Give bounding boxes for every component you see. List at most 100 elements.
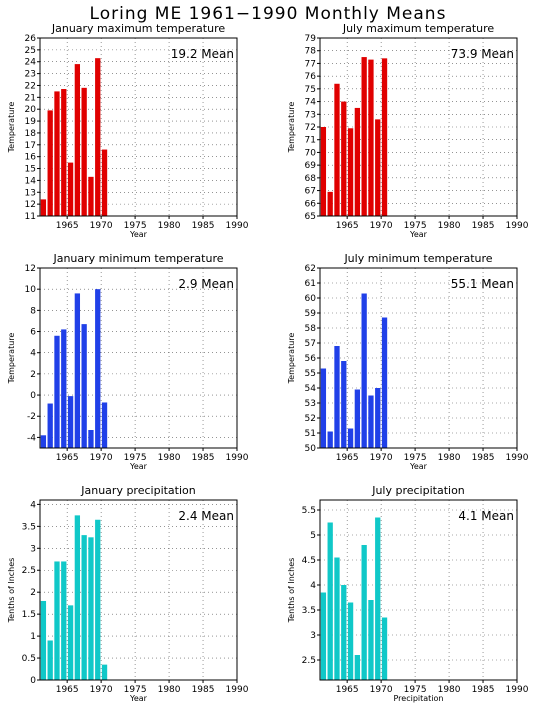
y-tick-label: 16: [25, 153, 37, 163]
y-tick-label: 67: [305, 187, 316, 197]
x-tick-label: 1965: [336, 221, 359, 231]
y-tick-label: 2.5: [22, 566, 36, 576]
y-tick-label: 68: [305, 174, 317, 184]
chart-title: January maximum temperature: [51, 22, 225, 35]
mean-label: 73.9 Mean: [451, 47, 514, 61]
x-tick-label: 1990: [506, 685, 529, 695]
y-tick-label: 0: [30, 391, 36, 401]
y-tick-label: 54: [305, 384, 317, 394]
bar-1962: [47, 403, 53, 448]
x-tick-label: 1975: [124, 221, 147, 231]
x-tick-label: 1970: [90, 453, 113, 463]
y-tick-label: 3: [310, 631, 316, 641]
y-tick-label: 71: [305, 136, 316, 146]
bar-1962: [47, 110, 53, 216]
y-axis-label: Temperature: [287, 333, 296, 385]
y-axis-label: Tenths of Inches: [287, 558, 296, 624]
x-tick-label: 1975: [404, 221, 427, 231]
y-tick-label: 4.5: [302, 556, 316, 566]
x-tick-label: 1980: [158, 685, 181, 695]
x-tick-label: 1985: [192, 221, 215, 231]
y-tick-label: 5: [310, 531, 316, 541]
bar-1963: [334, 83, 340, 217]
bar-1964: [61, 329, 67, 448]
main-title: Loring ME 1961−1990 Monthly Means: [89, 4, 447, 24]
x-axis-label: Year: [129, 462, 148, 471]
y-tick-label: 12: [25, 200, 36, 210]
bar-1962: [47, 640, 53, 680]
bar-1964: [61, 561, 67, 680]
chart-panel-3: -4 -2 0 2 4 6 8 10 12 1965 1970 1975 1980 1985 1990 Jan…: [7, 252, 249, 471]
x-tick-label: 1965: [56, 221, 79, 231]
plot-frame: [319, 499, 518, 681]
bar-1968: [88, 176, 94, 216]
plot-frame: [39, 499, 238, 681]
x-tick-label: 1985: [472, 221, 495, 231]
y-tick-label: 51: [305, 429, 316, 439]
bar-1965: [67, 396, 74, 448]
bar-1966: [354, 389, 361, 448]
x-tick-label: 1985: [192, 685, 215, 695]
bar-1963: [54, 91, 60, 216]
bar-1962: [327, 431, 333, 448]
chart-title: July minimum temperature: [343, 252, 492, 265]
x-tick-label: 1990: [226, 453, 249, 463]
bar-1961: [40, 600, 47, 680]
mean-label: 55.1 Mean: [451, 277, 514, 291]
chart-panel-4: 50 51 52 53 54 55 56 57 58 59 60 61 62 1965 1970 1975 19…: [287, 252, 529, 471]
x-tick-label: 1975: [124, 453, 147, 463]
x-tick-label: 1980: [158, 221, 181, 231]
bar-1965: [347, 128, 354, 216]
plot-frame: [319, 267, 518, 449]
y-tick-label: 5.5: [302, 506, 316, 516]
x-tick-label: 1970: [90, 685, 113, 695]
bar-1970: [381, 58, 388, 216]
x-axis-label: Year: [129, 694, 148, 703]
x-tick-label: 1975: [124, 685, 147, 695]
y-tick-label: 4: [310, 581, 316, 591]
bar-1966: [354, 107, 361, 216]
bar-1961: [320, 592, 327, 680]
y-tick-label: 11: [25, 212, 36, 222]
bar-1970: [381, 617, 388, 680]
y-tick-label: 3: [30, 544, 36, 554]
bar-1969: [95, 519, 101, 680]
x-tick-label: 1980: [438, 685, 461, 695]
y-tick-label: 26: [25, 34, 37, 44]
y-tick-label: 73: [305, 110, 316, 120]
y-tick-label: 0: [30, 676, 36, 686]
y-tick-label: 2.5: [302, 656, 316, 666]
bar-1969: [375, 119, 381, 216]
y-axis-label: Temperature: [7, 102, 16, 154]
bar-1969: [375, 517, 381, 680]
y-tick-label: 12: [25, 264, 36, 274]
y-tick-label: 70: [305, 148, 317, 158]
bar-1970: [101, 149, 108, 216]
bar-1963: [54, 335, 60, 448]
bar-1967: [361, 57, 367, 217]
y-tick-label: -4: [27, 433, 36, 443]
y-tick-label: 69: [305, 161, 317, 171]
bar-1963: [334, 346, 340, 448]
x-tick-label: 1980: [438, 221, 461, 231]
bar-1961: [320, 127, 327, 216]
x-tick-label: 1980: [158, 453, 181, 463]
bar-1970: [101, 402, 108, 448]
x-tick-label: 1990: [226, 685, 249, 695]
chart-panel-2: 65 66 67 68 69 70 71 72 73 74 75 76 77 78 79 1965 1970 19…: [287, 22, 529, 239]
y-tick-label: 2: [30, 588, 36, 598]
y-tick-label: 72: [305, 123, 316, 133]
y-axis-label: Tenths of Inches: [7, 558, 16, 624]
y-tick-label: 4: [30, 500, 36, 510]
y-tick-label: 59: [305, 309, 317, 319]
y-axis-label: Temperature: [7, 333, 16, 385]
x-axis-label: Year: [409, 230, 428, 239]
y-tick-label: 20: [25, 105, 37, 115]
bar-1967: [361, 293, 367, 448]
y-tick-label: 23: [25, 70, 36, 80]
y-tick-label: 2: [30, 370, 36, 380]
x-axis-label: Year: [129, 230, 148, 239]
bar-1968: [368, 395, 374, 448]
y-tick-label: 0.5: [22, 654, 36, 664]
chart-title: July precipitation: [371, 484, 465, 497]
